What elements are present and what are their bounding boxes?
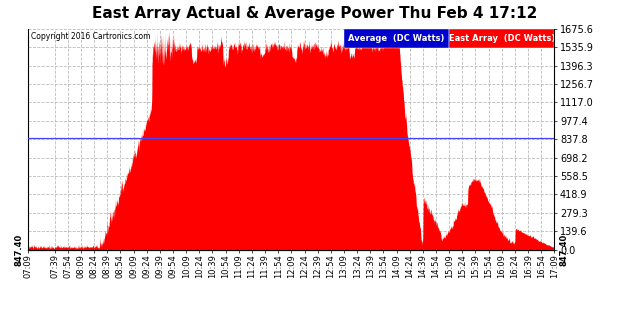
Text: Average  (DC Watts): Average (DC Watts) [348,34,445,43]
Text: East Array Actual & Average Power Thu Feb 4 17:12: East Array Actual & Average Power Thu Fe… [93,6,537,21]
Bar [449,29,554,48]
Text: East Array  (DC Watts): East Array (DC Watts) [449,34,555,43]
Bar [344,29,449,48]
Text: 847.40: 847.40 [14,233,23,266]
Text: 847.40: 847.40 [559,233,569,266]
Text: Copyright 2016 Cartronics.com: Copyright 2016 Cartronics.com [31,32,151,41]
